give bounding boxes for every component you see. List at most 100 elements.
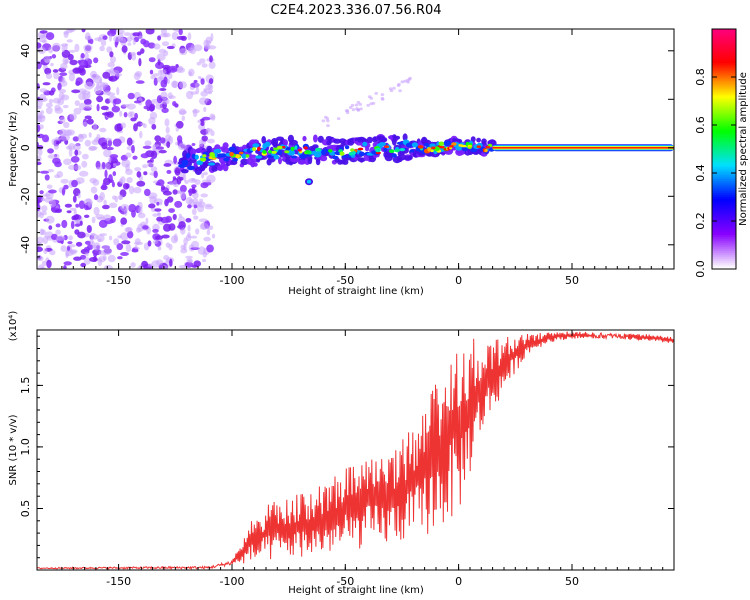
noise-blob xyxy=(75,241,83,247)
noise-blob xyxy=(51,138,57,145)
ridge-dash xyxy=(485,146,490,149)
noise-blob xyxy=(171,32,179,40)
ridge-halo xyxy=(470,136,476,143)
noise-blob xyxy=(142,145,152,149)
noise-blob xyxy=(107,254,116,263)
noise-blob xyxy=(106,46,113,53)
ridge-core xyxy=(379,142,386,146)
ridge-hotspot xyxy=(238,151,244,155)
spectrogram-y-tick-label: -40 xyxy=(19,236,32,254)
noise-blob xyxy=(174,167,181,176)
noise-blob xyxy=(75,203,80,208)
noise-blob xyxy=(37,203,41,212)
colorbar-segment xyxy=(712,135,736,138)
noise-blob xyxy=(109,51,114,58)
noise-blob xyxy=(116,243,124,251)
scatter-blob xyxy=(358,102,363,106)
noise-blob xyxy=(79,102,86,111)
noise-blob xyxy=(185,234,192,242)
ridge-halo xyxy=(307,156,313,161)
noise-blob xyxy=(63,265,67,269)
noise-blob xyxy=(39,170,50,174)
colorbar-segment xyxy=(712,207,736,210)
noise-blob xyxy=(150,166,158,173)
noise-blob xyxy=(176,35,186,40)
noise-blob xyxy=(148,203,156,209)
noise-blob xyxy=(176,120,184,129)
noise-blob xyxy=(147,42,156,49)
noise-blob xyxy=(134,71,143,77)
noise-blob xyxy=(141,260,149,268)
noise-blob xyxy=(101,142,108,150)
colorbar-segment xyxy=(712,31,736,34)
spectrogram-x-tick-label: -150 xyxy=(106,274,131,287)
scatter-blob xyxy=(400,80,405,84)
colorbar-segment xyxy=(712,111,736,114)
noise-blob xyxy=(164,118,170,127)
noise-blob xyxy=(53,70,60,80)
noise-blob xyxy=(134,167,142,172)
noise-blob xyxy=(90,233,99,240)
ridge-halo xyxy=(379,136,388,143)
noise-blob xyxy=(62,104,69,109)
colorbar-segment xyxy=(712,161,736,164)
ridge-core xyxy=(255,155,263,159)
noise-blob xyxy=(173,233,178,242)
ridge-halo xyxy=(283,139,288,147)
colorbar-segment xyxy=(712,37,736,40)
noise-blob xyxy=(203,236,211,242)
noise-blob xyxy=(165,126,170,134)
noise-blob xyxy=(113,35,121,43)
noise-blob xyxy=(211,233,216,239)
noise-blob xyxy=(197,76,202,79)
colorbar-segment xyxy=(712,51,736,54)
noise-blob xyxy=(48,225,53,230)
noise-blob xyxy=(63,158,72,166)
noise-blob xyxy=(193,79,198,83)
noise-blob xyxy=(52,42,61,52)
ridge-dash xyxy=(467,144,472,148)
noise-blob xyxy=(103,199,107,206)
ridge-halo xyxy=(391,137,397,146)
colorbar-segment xyxy=(712,129,736,132)
noise-blob xyxy=(69,59,78,66)
noise-blob xyxy=(125,243,132,253)
noise-blob xyxy=(93,57,99,64)
colorbar-segment xyxy=(712,239,736,242)
noise-blob xyxy=(157,35,162,41)
ridge-core xyxy=(344,145,350,150)
noise-blob xyxy=(155,102,165,110)
noise-blob xyxy=(37,114,46,123)
noise-blob xyxy=(204,205,214,210)
noise-blob xyxy=(153,43,161,50)
noise-blob xyxy=(160,69,167,75)
noise-blob xyxy=(98,219,108,228)
noise-blob xyxy=(106,146,114,151)
noise-blob xyxy=(145,217,149,225)
ridge-hotspot xyxy=(245,154,250,158)
noise-blob xyxy=(205,36,212,44)
colorbar-segment xyxy=(712,223,736,226)
noise-blob xyxy=(132,32,141,37)
ridge-halo xyxy=(342,159,349,165)
noise-blob xyxy=(184,180,189,184)
noise-blob xyxy=(142,225,149,230)
noise-blob xyxy=(199,58,206,64)
noise-blob xyxy=(66,210,72,214)
colorbar-segment xyxy=(712,147,736,150)
noise-blob xyxy=(154,135,162,142)
noise-blob xyxy=(68,49,76,53)
colorbar-segment xyxy=(712,69,736,72)
noise-blob xyxy=(63,184,69,190)
ridge-hotspot xyxy=(257,146,261,152)
noise-blob xyxy=(37,124,41,133)
ridge-core xyxy=(287,149,296,156)
noise-blob xyxy=(156,53,166,61)
colorbar-segment xyxy=(712,187,736,190)
noise-blob xyxy=(41,39,48,44)
colorbar-segment xyxy=(712,209,736,212)
noise-blob xyxy=(192,109,200,114)
snr-x-tick-label: 0 xyxy=(455,575,462,588)
noise-blob xyxy=(77,88,87,94)
noise-blob xyxy=(40,198,46,202)
